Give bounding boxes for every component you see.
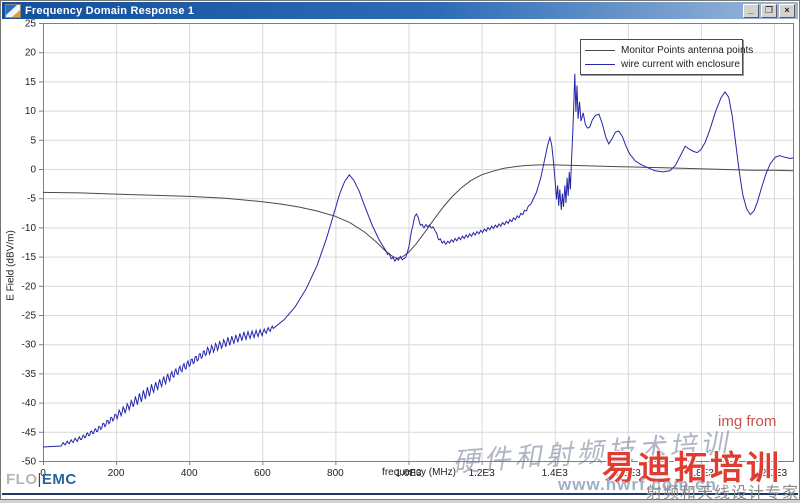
x-axis-label: frequency (MHz) (382, 467, 456, 478)
watermark-img-from: img from (718, 413, 777, 430)
grid-lines (43, 23, 793, 462)
svg-text:-30: -30 (22, 340, 37, 351)
flo-emc-logo: FLO|EMC (6, 471, 77, 488)
svg-text:15: 15 (25, 77, 37, 88)
watermark-url: www.hwrf.com.cn (558, 475, 717, 494)
legend: Monitor Points antenna points wire curre… (580, 39, 753, 75)
legend-line-swatch (585, 49, 615, 51)
chart-client-area: 25 20 15 10 5 0 -5 -10 -15 -20 -25 -30 -35 -40 -45 -50 0… (2, 19, 798, 502)
svg-text:2.0E3: 2.0E3 (761, 468, 788, 479)
svg-text:-20: -20 (22, 281, 37, 292)
app-icon[interactable] (5, 3, 21, 18)
legend-item-wire-current: wire current with enclosure (585, 57, 740, 71)
window-title: Frequency Domain Response 1 (25, 4, 195, 17)
restore-button[interactable]: ❐ (761, 3, 777, 18)
bottom-divider (2, 493, 798, 495)
svg-text:-45: -45 (22, 427, 37, 438)
close-button[interactable]: × (779, 3, 795, 18)
svg-text:0: 0 (40, 468, 46, 479)
svg-text:1.0E3: 1.0E3 (395, 468, 422, 479)
svg-text:-10: -10 (22, 223, 37, 234)
svg-text:1.2E3: 1.2E3 (469, 468, 496, 479)
svg-text:-40: -40 (22, 398, 37, 409)
svg-text:800: 800 (327, 468, 344, 479)
svg-text:-25: -25 (22, 311, 37, 322)
svg-text:0: 0 (30, 165, 36, 176)
series-line-monitor-points (42, 164, 794, 259)
legend-line-swatch (585, 63, 615, 65)
svg-text:25: 25 (25, 19, 37, 30)
legend-item-monitor-points: Monitor Points antenna points (585, 43, 753, 57)
title-bar[interactable]: Frequency Domain Response 1 _ ❐ × (2, 2, 798, 19)
minimize-button[interactable]: _ (743, 3, 759, 18)
watermark-tagline: 射频和天线设计专家 (646, 485, 800, 502)
svg-text:-35: -35 (22, 369, 37, 380)
y-axis-label: E Field (dBV/m) (5, 230, 17, 301)
svg-text:400: 400 (181, 468, 198, 479)
series-line-wire-current (42, 73, 794, 448)
svg-text:1.6E3: 1.6E3 (615, 468, 642, 479)
svg-text:-5: -5 (27, 194, 36, 205)
svg-text:20: 20 (25, 48, 37, 59)
chart-canvas[interactable]: 2520151050-5-10-15-20-25-30-35-40-45-500… (2, 19, 798, 498)
svg-text:-50: -50 (22, 457, 37, 468)
svg-text:1.8E3: 1.8E3 (688, 468, 715, 479)
axes (39, 23, 794, 465)
svg-text:10: 10 (25, 106, 37, 117)
svg-text:1.4E3: 1.4E3 (542, 468, 569, 479)
svg-text:-15: -15 (22, 252, 37, 263)
svg-text:200: 200 (108, 468, 125, 479)
watermark-brand-logo: 易迪拓培训 (602, 449, 782, 486)
svg-text:5: 5 (30, 135, 36, 146)
tick-labels: 2520151050-5-10-15-20-25-30-35-40-45-500… (22, 19, 788, 479)
svg-text:600: 600 (254, 468, 271, 479)
